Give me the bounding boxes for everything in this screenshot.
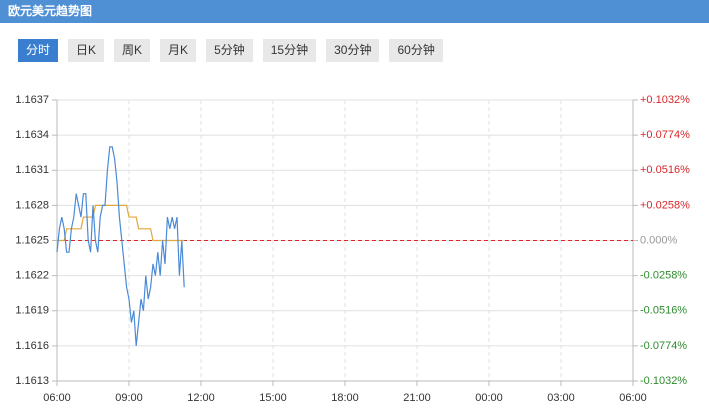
y2-tick-label: +0.1032% xyxy=(640,94,690,106)
x-tick-label: 03:00 xyxy=(547,392,575,404)
y2-tick-label: -0.0774% xyxy=(640,340,687,352)
y-tick-label: 1.1613 xyxy=(15,375,49,387)
y2-tick-label: +0.0516% xyxy=(640,164,690,176)
y-tick-label: 1.1619 xyxy=(15,305,49,317)
y-tick-label: 1.1628 xyxy=(15,199,49,211)
x-tick-label: 09:00 xyxy=(115,392,143,404)
y2-tick-label: 0.000% xyxy=(640,234,678,246)
tab[interactable]: 分时 xyxy=(18,39,59,62)
tab[interactable]: 30分钟 xyxy=(326,39,380,62)
x-tick-label: 18:00 xyxy=(331,392,359,404)
x-tick-label: 12:00 xyxy=(187,392,215,404)
y-tick-label: 1.1631 xyxy=(15,164,49,176)
x-tick-label: 21:00 xyxy=(403,392,431,404)
x-tick-label: 06:00 xyxy=(43,392,71,404)
series-line xyxy=(56,146,185,346)
tab[interactable]: 周K xyxy=(114,39,151,62)
y-tick-label: 1.1622 xyxy=(15,270,49,282)
tab[interactable]: 日K xyxy=(68,39,105,62)
y2-tick-label: -0.1032% xyxy=(640,375,687,387)
y-tick-label: 1.1637 xyxy=(15,94,49,106)
x-tick-label: 06:00 xyxy=(619,392,647,404)
tab[interactable]: 15分钟 xyxy=(262,39,317,62)
tabs: 分时 日K 周K 月K 5分钟 15分钟 30分钟 60分钟 xyxy=(18,39,443,62)
tab[interactable]: 月K xyxy=(160,39,197,62)
y2-tick-label: +0.0774% xyxy=(640,129,690,141)
y-tick-label: 1.1634 xyxy=(15,129,49,141)
tab[interactable]: 60分钟 xyxy=(389,39,443,62)
y-tick-label: 1.1616 xyxy=(15,340,49,352)
x-tick-label: 00:00 xyxy=(475,392,503,404)
title: 欧元美元趋势图 xyxy=(8,4,93,18)
x-tick-label: 15:00 xyxy=(259,392,287,404)
tab[interactable]: 5分钟 xyxy=(206,39,253,62)
y2-tick-label: -0.0258% xyxy=(640,270,687,282)
y2-tick-label: -0.0516% xyxy=(640,305,687,317)
y-tick-label: 1.1625 xyxy=(15,234,49,246)
header: 欧元美元趋势图 xyxy=(0,0,709,23)
y2-tick-label: +0.0258% xyxy=(640,199,690,211)
